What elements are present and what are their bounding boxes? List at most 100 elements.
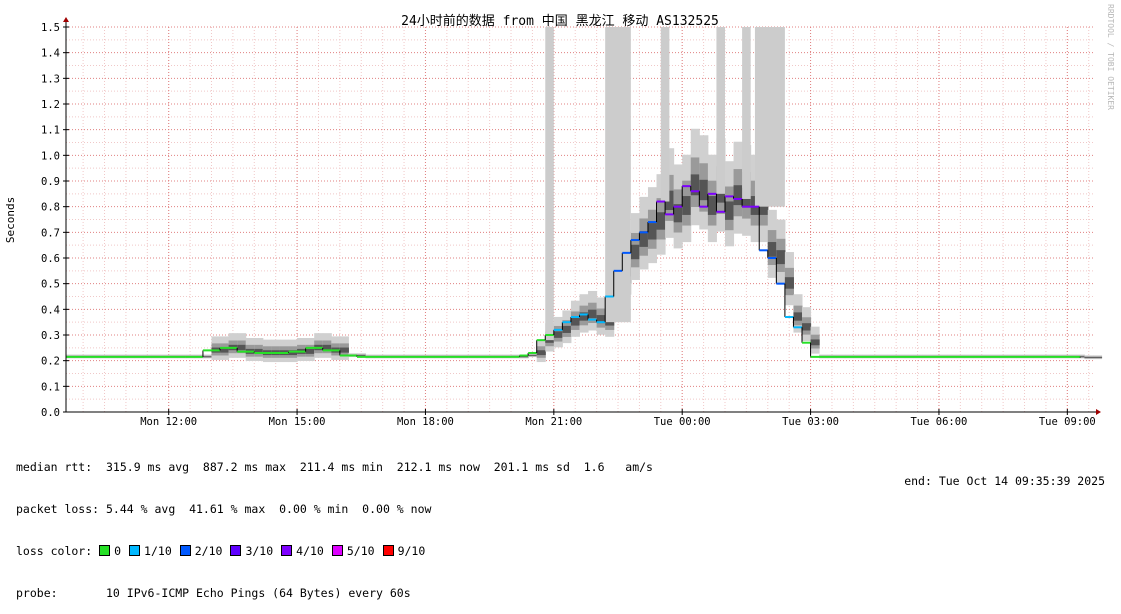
loss-color-item: 3/10 — [230, 544, 273, 558]
smoke-band-dark — [528, 355, 538, 356]
smoke-band-dark — [802, 323, 812, 331]
smoke-band-dark — [690, 174, 700, 196]
loss-color-value: 0 — [114, 544, 122, 558]
loss-color-item: 5/10 — [331, 544, 375, 558]
loss-color-item: 2/10 — [179, 544, 223, 558]
smoke-spike — [660, 27, 670, 202]
loss-color-legend: loss color: 0 1/10 2/10 3/10 4/10 5/10 9/10 — [16, 544, 653, 558]
smokeping-chart: 24小时前的数据 from 中国 黑龙江 移动 AS132525 Seconds… — [4, 4, 1115, 428]
y-tick-label: 1.2 — [41, 99, 60, 111]
smoke-band-dark — [665, 190, 675, 211]
loss-color-item: 4/10 — [281, 544, 324, 558]
y-tick-label: 0.1 — [41, 381, 60, 393]
smoke-band-dark — [536, 350, 546, 356]
y-tick-label: 1.0 — [41, 150, 60, 162]
x-axis-arrow — [1096, 409, 1101, 415]
smoke-spike — [545, 27, 554, 341]
smoke-band-dark — [562, 325, 572, 333]
smoke-band-dark — [707, 196, 717, 215]
smoke-band-dark — [570, 317, 580, 326]
y-tick-label: 1.5 — [41, 22, 60, 34]
smoke-band-dark — [305, 348, 315, 354]
rrdtool-watermark: RRDTOOL / TOBI OETIKER — [1106, 4, 1115, 110]
y-tick-labels: 0.0 0.1 0.2 0.3 0.4 0.5 0.6 0.7 0.8 0.9 1.0 1.1 1.2 1… — [41, 22, 69, 419]
smoke-band-dark — [699, 179, 709, 201]
x-tick-label: Mon 12:00 — [140, 416, 197, 428]
x-tick-label: Mon 21:00 — [525, 416, 582, 428]
loss-color-swatch — [281, 545, 293, 556]
smoke-area — [66, 27, 1103, 363]
y-tick-label: 0.8 — [41, 202, 60, 214]
smoke-band-dark — [639, 231, 649, 247]
x-tick-labels: Mon 12:00 Mon 15:00 Mon 18:00 Mon 21:00 Tue … — [140, 409, 1096, 428]
smoke-band-dark — [1075, 356, 1085, 358]
median-line — [66, 185, 1081, 358]
smoke-band-dark — [724, 201, 735, 220]
y-tick-label: 1.3 — [41, 73, 60, 85]
loss-color-item: 0 — [99, 544, 121, 558]
smoke-band-dark — [656, 212, 666, 230]
smoke-band-dark — [339, 347, 349, 353]
y-tick-label: 0.3 — [41, 330, 60, 342]
smoke-spike — [716, 27, 725, 194]
x-tick-label: Tue 06:00 — [910, 416, 967, 428]
y-tick-label: 1.1 — [41, 125, 60, 137]
smoke-spike — [754, 27, 785, 207]
x-tick-label: Mon 15:00 — [269, 416, 326, 428]
y-tick-label: 0.9 — [41, 176, 60, 188]
packet-loss-line: packet loss: 5.44 % avg 41.61 % max 0.00… — [16, 502, 432, 516]
smoke-band-dark — [767, 242, 777, 257]
y-axis-arrow — [63, 17, 69, 22]
smoke-band-dark — [1084, 357, 1094, 358]
median-rtt-line: median rtt: 315.9 ms avg 887.2 ms max 21… — [16, 460, 653, 474]
x-tick-label: Tue 09:00 — [1039, 416, 1096, 428]
smoke-band-dark — [588, 309, 598, 319]
smoke-spike — [742, 27, 751, 199]
smoke-band-dark — [237, 344, 247, 351]
smoke-band-dark — [810, 339, 820, 346]
smoke-band-dark — [220, 347, 230, 353]
smoke-band-dark — [784, 277, 794, 289]
y-tick-label: 0.0 — [41, 407, 60, 419]
y-tick-label: 0.5 — [41, 279, 60, 291]
probe-line: probe: 10 IPv6-ICMP Echo Pings (64 Bytes… — [16, 586, 411, 600]
loss-color-value: 2/10 — [194, 544, 223, 558]
loss-color-swatch — [230, 545, 242, 556]
smoke-band-dark — [776, 250, 786, 265]
x-tick-label: Tue 00:00 — [654, 416, 711, 428]
y-tick-label: 0.6 — [41, 253, 60, 265]
loss-color-swatch — [99, 545, 111, 556]
loss-color-swatch — [382, 545, 394, 556]
loss-color-value: 9/10 — [397, 544, 426, 558]
smoke-spike — [605, 27, 631, 323]
smoke-band-dark — [553, 331, 563, 338]
loss-color-items: 0 1/10 2/10 3/10 4/10 5/10 9/10 — [99, 544, 433, 558]
loss-color-value: 3/10 — [245, 544, 274, 558]
smoke-band-dark — [356, 355, 367, 356]
chart-title: 24小时前的数据 from 中国 黑龙江 移动 AS132525 — [401, 13, 719, 29]
loss-color-item: 1/10 — [129, 544, 172, 558]
smoke-band-dark — [793, 312, 803, 321]
y-tick-label: 0.4 — [41, 304, 60, 316]
loss-color-swatch — [179, 545, 191, 556]
loss-color-value: 5/10 — [346, 544, 375, 558]
smoke-band-dark — [1093, 357, 1103, 358]
loss-color-item: 9/10 — [382, 544, 426, 558]
y-axis-label: Seconds — [4, 197, 17, 243]
smoke-band-dark — [322, 344, 332, 351]
loss-color-value: 4/10 — [296, 544, 324, 558]
y-tick-label: 0.2 — [41, 356, 60, 368]
end-timestamp: end: Tue Oct 14 09:35:39 2025 — [904, 474, 1105, 488]
x-tick-label: Mon 18:00 — [397, 416, 454, 428]
smoke-band-dark — [579, 312, 589, 321]
axes — [63, 17, 1101, 415]
smoke-band-dark — [647, 223, 658, 240]
smoke-band-dark — [673, 204, 683, 223]
y-tick-label: 0.7 — [41, 227, 60, 239]
legend-block: median rtt: 315.9 ms avg 887.2 ms max 21… — [16, 432, 653, 614]
loss-color-label: loss color: — [16, 544, 93, 558]
smoke-band-dark — [682, 196, 692, 215]
loss-color-swatch — [331, 545, 343, 556]
smoke-band-dark — [630, 244, 640, 260]
y-tick-label: 1.4 — [41, 48, 60, 60]
